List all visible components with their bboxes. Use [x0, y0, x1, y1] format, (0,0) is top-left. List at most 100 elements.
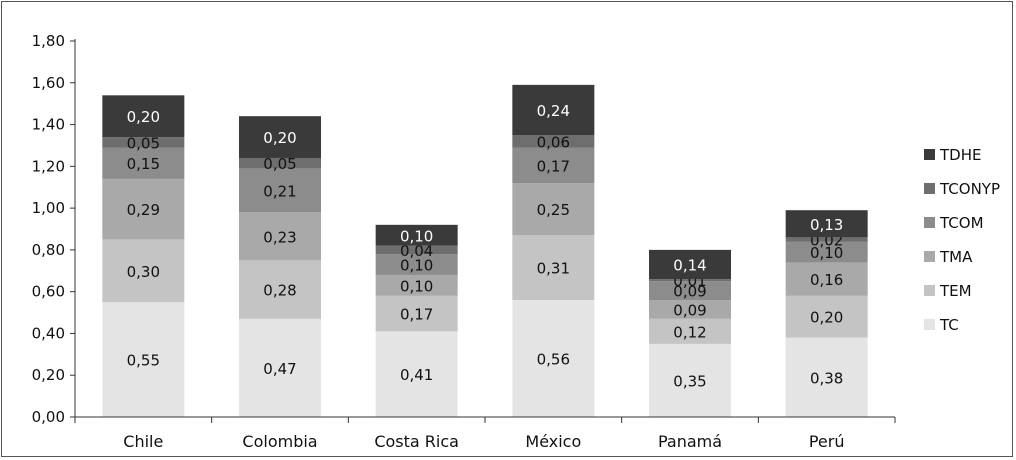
bar-segment [649, 249, 731, 280]
y-tick-label: 1,20 [32, 157, 65, 175]
data-label: 0,10 [400, 277, 433, 295]
y-tick-label: 1,60 [32, 74, 65, 92]
data-label: 0,35 [673, 372, 706, 390]
legend-item: TDHE [924, 146, 981, 164]
bar-segment [512, 300, 595, 417]
data-label: 0,41 [400, 366, 433, 384]
bar-segment [102, 95, 185, 138]
bar-segment [785, 337, 868, 417]
bar-segment [102, 178, 185, 240]
legend-label: TC [939, 316, 959, 334]
data-label: 0,05 [127, 134, 160, 152]
bar-segment [375, 245, 458, 255]
x-axis: Chile Colombia Costa Rica México Panamá Perú [74, 416, 896, 451]
legend-item: TMA [924, 248, 973, 266]
bar-segment [239, 212, 321, 261]
bar-segment [239, 116, 321, 158]
bar-segment [239, 157, 321, 169]
bar-segment [375, 254, 458, 275]
data-label: 0,56 [537, 351, 570, 369]
data-label: 0,29 [127, 201, 160, 219]
bar-segment [512, 135, 595, 148]
bar-segment [239, 318, 321, 417]
bar-segment [785, 295, 868, 338]
bar-segment [512, 84, 595, 135]
bars: 0,55 0,30 0,29 0,15 0,05 0,20 0,47 0,28 0,23 0,21… [102, 84, 868, 417]
data-label: 0,55 [127, 352, 160, 370]
y-tick-label: 0,80 [32, 241, 65, 259]
data-label: 0,31 [537, 260, 570, 278]
y-tick-label: 0,20 [32, 366, 65, 384]
bar-segment [102, 239, 185, 303]
legend: TDHE TCONYP TCOM TMA TEM TC [924, 146, 1000, 334]
legend-swatch [924, 217, 935, 228]
data-label: 0,25 [537, 201, 570, 219]
x-category-label: México [525, 432, 581, 451]
bar-stack: 0,47 0,28 0,23 0,21 0,05 0,20 [239, 116, 321, 417]
y-axis: 0,00 0,20 0,40 0,60 0,80 1,00 1,20 1,40 1,60 1,80 [32, 32, 76, 426]
legend-label: TMA [939, 248, 973, 266]
legend-swatch [924, 251, 935, 262]
bar-segment [239, 168, 321, 213]
data-label: 0,23 [263, 228, 296, 246]
x-category-label: Panamá [658, 432, 722, 451]
x-category-label: Chile [123, 432, 163, 451]
bar-segment [785, 210, 868, 238]
bar-stack: 0,56 0,31 0,25 0,17 0,06 0,24 [512, 84, 595, 417]
legend-item: TCOM [924, 214, 984, 232]
legend-swatch [924, 149, 935, 160]
bar-segment [785, 241, 868, 263]
data-label: 0,10 [810, 244, 843, 262]
bar-stack: 0,350,120,090,090,010,14 [649, 249, 731, 417]
y-tick-label: 1,80 [32, 32, 65, 50]
y-tick-label: 1,00 [32, 199, 65, 217]
data-label: 0,06 [537, 133, 570, 151]
data-label: 0,05 [263, 155, 296, 173]
y-tick-label: 1,40 [32, 116, 65, 134]
x-category-label: Colombia [242, 432, 317, 451]
data-label: 0,13 [810, 216, 843, 234]
bar-segment [239, 260, 321, 319]
data-label: 0,15 [127, 155, 160, 173]
data-label: 0,38 [810, 369, 843, 387]
data-label: 0,20 [263, 129, 296, 147]
legend-item: TCONYP [924, 180, 1000, 198]
bar-segment [512, 183, 595, 236]
y-tick-label: 0,00 [32, 408, 65, 426]
data-label: 0,14 [673, 257, 706, 275]
data-label: 0,20 [810, 309, 843, 327]
bar-segment [785, 237, 868, 242]
y-tick-label: 0,60 [32, 283, 65, 301]
bar-segment [512, 235, 595, 301]
bar-stack: 0,380,200,160,100,020,13 [785, 210, 868, 417]
data-label: 0,04 [400, 242, 433, 260]
bar-segment [649, 300, 731, 319]
bar-segment [102, 147, 185, 179]
x-category-label: Costa Rica [374, 432, 459, 451]
legend-label: TCOM [939, 214, 984, 232]
bar-segment [649, 279, 731, 282]
data-label: 0,17 [537, 157, 570, 175]
data-label: 0,09 [673, 301, 706, 319]
bar-segment [375, 274, 458, 296]
data-label: 0,20 [127, 108, 160, 126]
x-category-label: Perú [809, 432, 845, 451]
legend-item: TC [924, 316, 959, 334]
legend-item: TEM [924, 282, 972, 300]
bar-segment [375, 331, 458, 417]
data-label: 0,17 [400, 306, 433, 324]
legend-swatch [924, 319, 935, 330]
data-label: 0,28 [263, 282, 296, 300]
bar-segment [512, 147, 595, 184]
bar-segment [785, 262, 868, 296]
legend-swatch [924, 285, 935, 296]
legend-label: TEM [939, 282, 972, 300]
bar-segment [649, 318, 731, 344]
legend-swatch [924, 183, 935, 194]
data-label: 0,21 [263, 182, 296, 200]
data-label: 0,12 [673, 323, 706, 341]
bar-segment [649, 281, 731, 301]
bar-stack: 0,55 0,30 0,29 0,15 0,05 0,20 [102, 95, 185, 417]
data-label: 0,10 [400, 257, 433, 275]
